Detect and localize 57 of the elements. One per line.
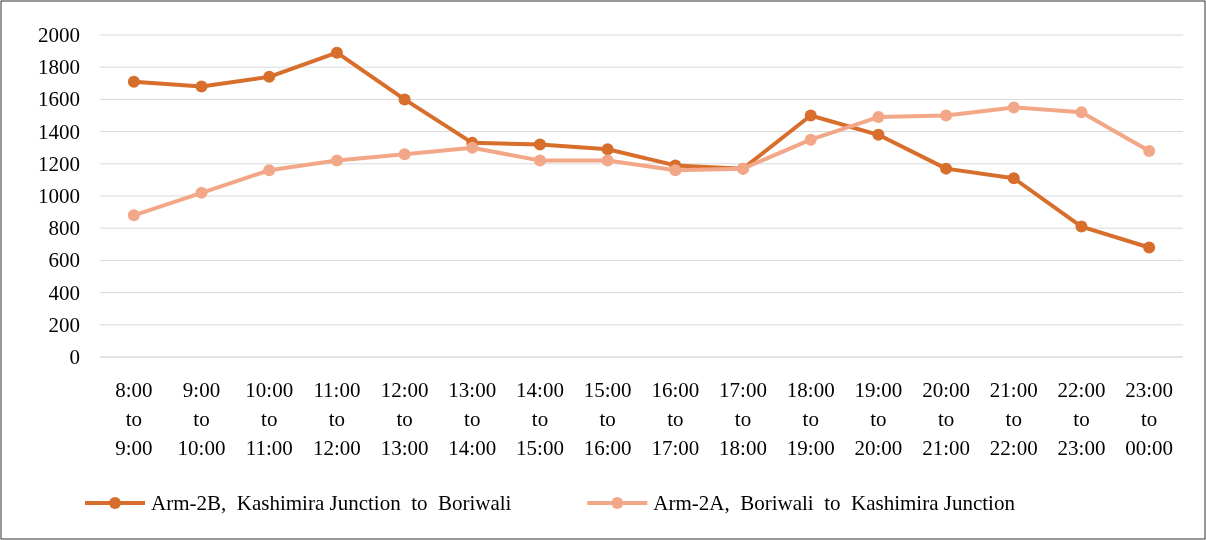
legend-label: Arm-2A, Boriwali to Kashimira Junction	[653, 491, 1016, 515]
y-tick-label: 1400	[38, 119, 80, 144]
point	[398, 93, 411, 106]
point	[1143, 241, 1156, 254]
x-tick-label: 15:00 to 16:00	[583, 378, 632, 460]
x-tick-label: 12:00 to 13:00	[380, 378, 429, 460]
x-tick-label: 20:00 to 21:00	[922, 378, 971, 460]
point	[127, 75, 140, 88]
y-tick-label: 200	[48, 312, 80, 337]
point	[601, 154, 614, 167]
y-tick-label: 800	[48, 216, 80, 241]
x-tick-label: 16:00 to 17:00	[651, 378, 700, 460]
point	[195, 186, 208, 199]
point	[1007, 172, 1020, 185]
point	[533, 154, 546, 167]
y-tick-label: 400	[48, 280, 80, 305]
y-tick-label: 0	[69, 345, 80, 369]
point	[330, 46, 343, 59]
point	[669, 164, 682, 177]
y-tick-label: 1600	[38, 87, 80, 112]
point	[195, 80, 208, 93]
legend-label: Arm-2B, Kashimira Junction to Boriwali	[151, 491, 512, 515]
y-tick-label: 600	[48, 248, 80, 273]
point	[872, 128, 885, 141]
x-tick-label: 8:00 to 9:00	[115, 378, 153, 460]
point	[398, 148, 411, 161]
point	[940, 109, 953, 122]
y-tick-label: 1800	[38, 55, 80, 80]
x-tick-label: 10:00 to 11:00	[245, 378, 294, 460]
x-tick-label: 23:00 to 00:00	[1125, 378, 1174, 460]
point	[1007, 101, 1020, 114]
x-tick-label: 19:00 to 20:00	[854, 378, 903, 460]
x-tick-label: 11:00 to 12:00	[312, 378, 361, 460]
x-tick-label: 13:00 to 14:00	[448, 378, 497, 460]
y-tick-label: 1200	[38, 151, 80, 176]
point	[466, 141, 479, 154]
point	[804, 133, 817, 146]
x-tick-label: 17:00 to 18:00	[719, 378, 767, 460]
point	[804, 109, 817, 122]
y-tick-label: 1000	[38, 184, 80, 208]
point	[533, 138, 546, 151]
point	[1075, 106, 1088, 119]
point	[263, 164, 276, 177]
x-tick-label: 14:00 to 15:00	[516, 378, 564, 460]
x-tick-label: 22:00 to 23:00	[1057, 378, 1106, 460]
x-tick-label: 9:00 to 10:00	[177, 378, 226, 460]
point	[1075, 220, 1088, 233]
point	[330, 154, 343, 167]
point	[940, 162, 953, 175]
x-tick-label: 18:00 to 19:00	[786, 378, 835, 460]
point	[601, 143, 614, 156]
point	[872, 111, 885, 124]
point	[263, 70, 276, 83]
point	[127, 209, 140, 222]
y-tick-label: 2000	[38, 23, 80, 47]
x-tick-label: 21:00 to 22:00	[989, 378, 1038, 460]
point	[1143, 144, 1156, 157]
